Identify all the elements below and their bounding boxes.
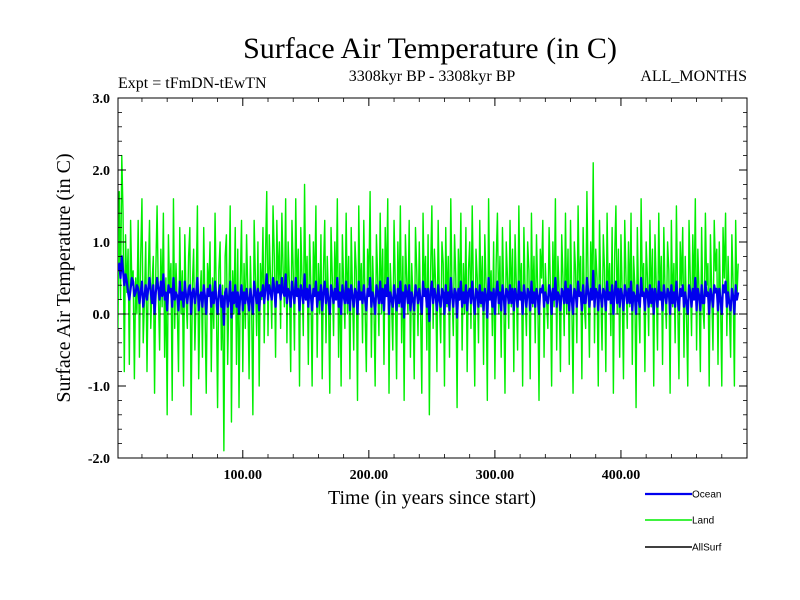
legend-label-allsurf: AllSurf — [692, 543, 722, 554]
legend: Ocean Land AllSurf — [645, 490, 722, 554]
months-label: ALL_MONTHS — [640, 68, 747, 85]
series-layer — [118, 154, 740, 452]
x-axis-label: Time (in years since start) — [328, 487, 536, 509]
y-tick-label: 0.0 — [93, 308, 111, 323]
series-line-ocean — [118, 255, 740, 326]
y-tick-label: 2.0 — [93, 164, 111, 179]
x-tick-label: 200.00 — [350, 468, 389, 483]
legend-label-land: Land — [692, 516, 714, 527]
legend-label-ocean: Ocean — [692, 490, 721, 501]
x-tick-label: 100.00 — [224, 468, 263, 483]
y-tick-label: 1.0 — [93, 236, 111, 251]
y-tick-label: -1.0 — [88, 380, 110, 395]
y-axis-ticks: -2.0 -1.0 0.0 1.0 2.0 3.0 — [88, 92, 747, 467]
chart-title: Surface Air Temperature (in C) — [243, 32, 617, 65]
series-line-land — [118, 154, 739, 452]
x-axis-ticks: 100.00 200.00 300.00 400.00 — [141, 98, 723, 483]
experiment-label: Expt = tFmDN-tEwTN — [118, 75, 267, 92]
y-tick-label: -2.0 — [88, 452, 110, 467]
x-tick-label: 400.00 — [602, 468, 641, 483]
time-range-label: 3308kyr BP - 3308kyr BP — [349, 68, 516, 85]
y-axis-label: Surface Air Temperature (in C) — [53, 153, 75, 402]
x-tick-label: 300.00 — [476, 468, 515, 483]
y-tick-label: 3.0 — [93, 92, 111, 107]
